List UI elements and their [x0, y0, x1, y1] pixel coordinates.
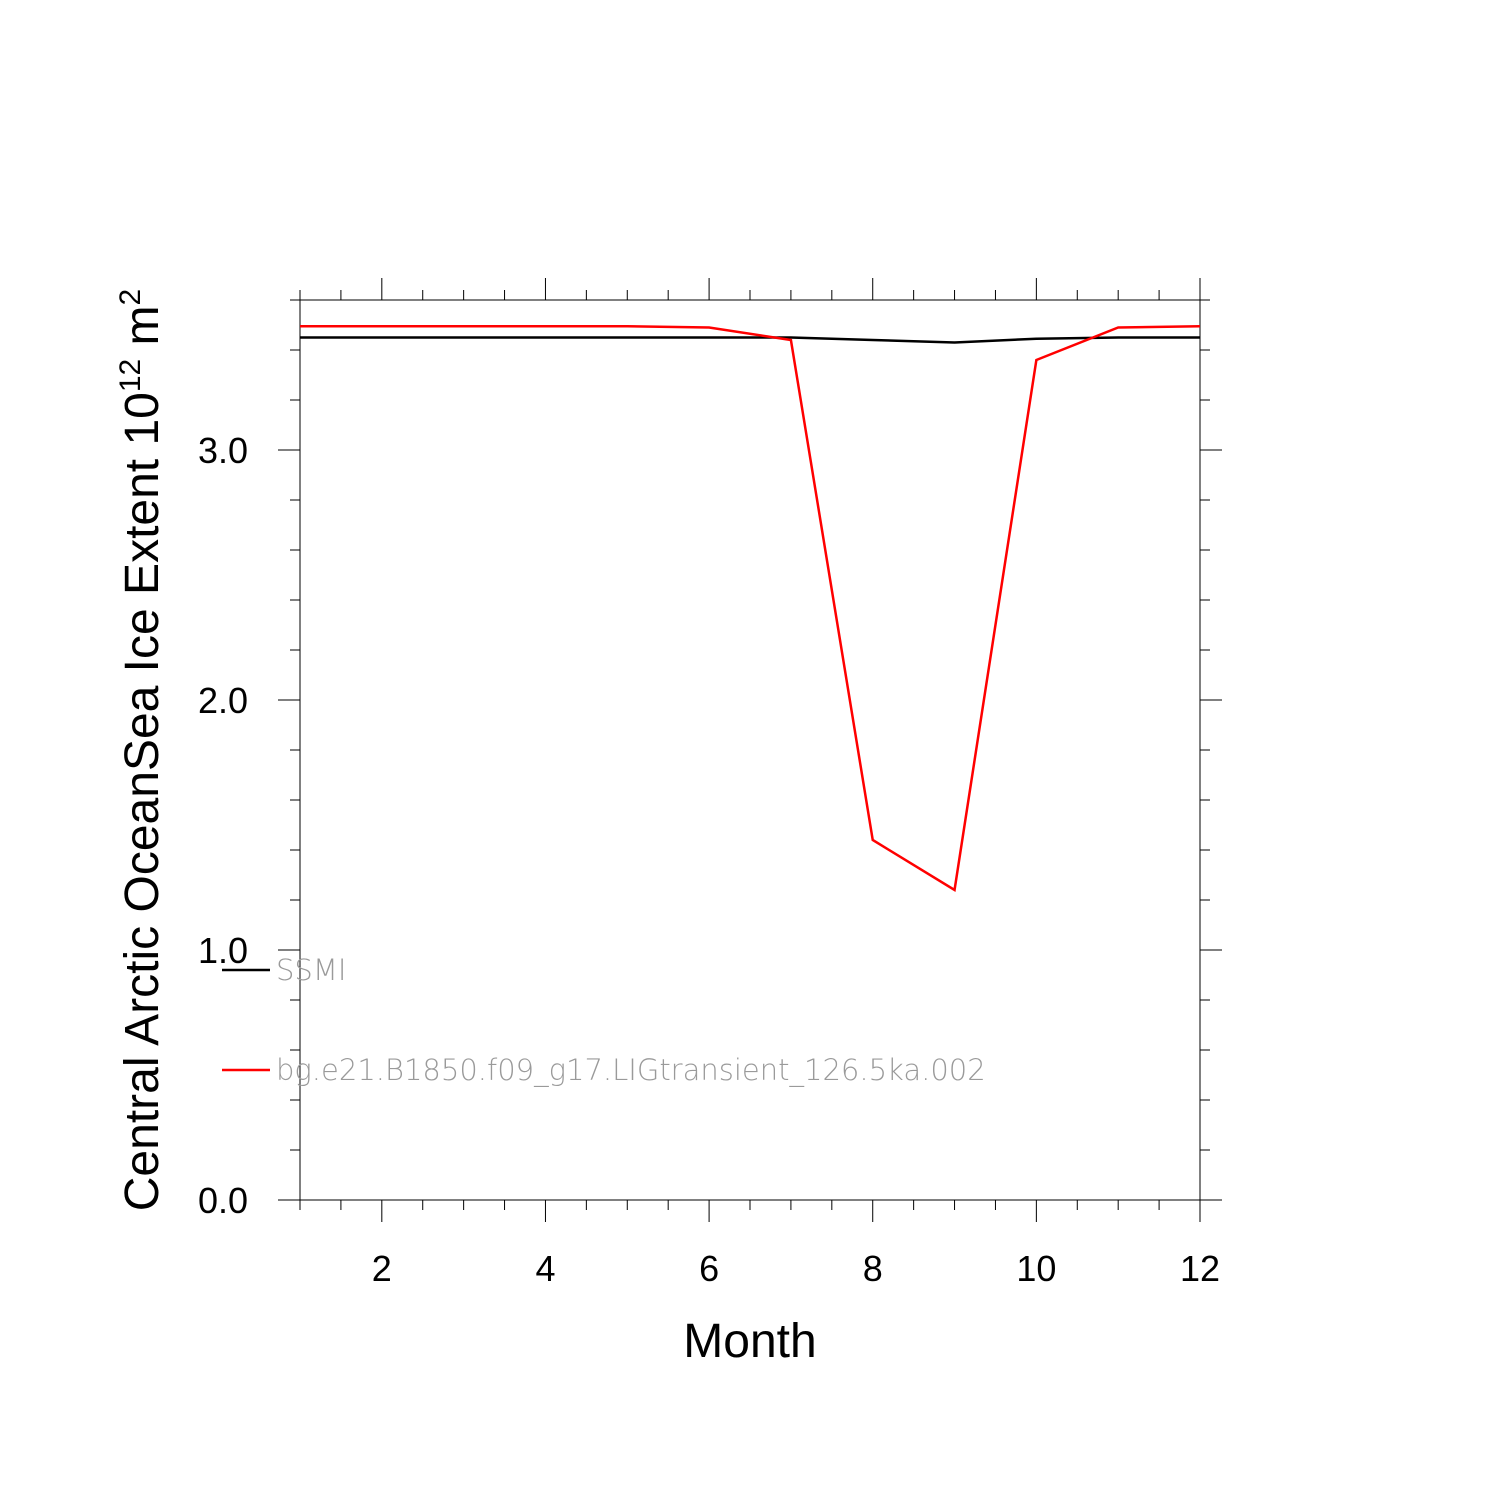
tick-labels: 2 4 6 8 10 12 0.0 1.0 2.0 3.0: [198, 430, 1220, 1289]
y-tick-label: 0.0: [198, 1180, 248, 1221]
legend: SSMI bg.e21.B1850.f09_g17.LIGtransient_12…: [222, 953, 986, 1088]
y-axis-title-main: Central Arctic OceanSea Ice Extent 10: [116, 392, 169, 1211]
y-axis-title-unit-sup: 2: [114, 289, 147, 306]
y-tick-label: 3.0: [198, 430, 248, 471]
axes: [278, 278, 1222, 1222]
x-axis-title: Month: [683, 1315, 816, 1368]
y-tick-label: 2.0: [198, 680, 248, 721]
y-axis-title-sup: 12: [114, 359, 147, 392]
x-tick-label: 6: [699, 1248, 719, 1289]
series-line: [300, 336, 1200, 344]
x-tick-label: 4: [535, 1248, 555, 1289]
y-axis-title-unit: m: [116, 305, 169, 358]
y-tick-label: 1.0: [198, 930, 248, 971]
legend-label: bg.e21.B1850.f09_g17.LIGtransient_126.5k…: [276, 1053, 986, 1088]
y-axis-title: Central Arctic OceanSea Ice Extent 1012 …: [114, 289, 169, 1211]
x-tick-label: 10: [1016, 1248, 1056, 1289]
x-tick-label: 8: [863, 1248, 883, 1289]
series-line: [300, 325, 1201, 893]
series-lines: [300, 325, 1201, 893]
x-tick-label: 12: [1180, 1248, 1220, 1289]
x-tick-label: 2: [372, 1248, 392, 1289]
legend-label: SSMI: [276, 953, 346, 987]
